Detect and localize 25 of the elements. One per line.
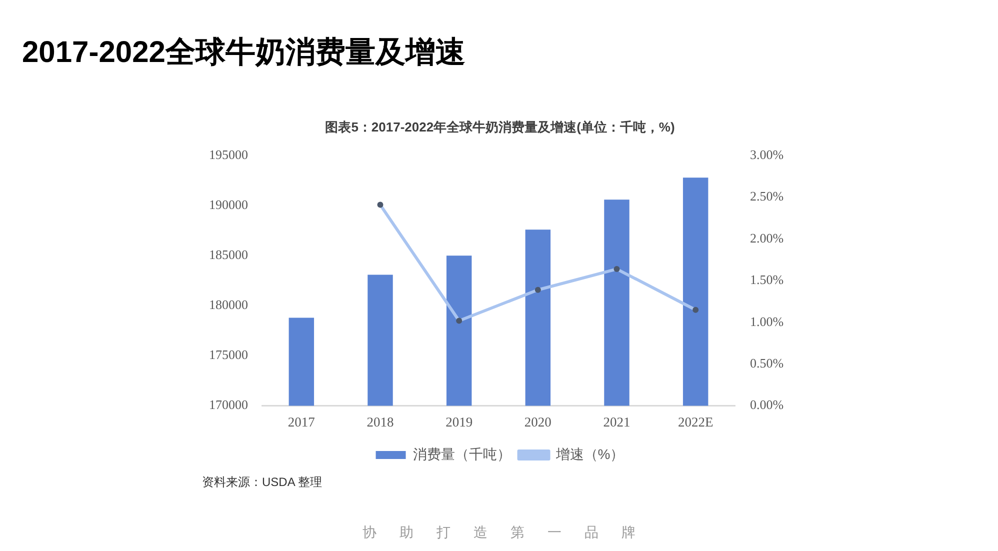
x-tick-label: 2020 <box>524 414 552 430</box>
x-tick-label: 2018 <box>366 414 394 430</box>
y-tick-label: 185000 <box>209 247 248 262</box>
y-tick-label: 170000 <box>209 397 248 412</box>
y2-tick-label: 1.50% <box>750 272 784 288</box>
legend-label: 增速（%） <box>554 446 624 462</box>
y2-tick-label: 0.00% <box>750 397 784 412</box>
text: 协助打造第一品牌 <box>362 524 660 542</box>
y2-tick-label: 1.00% <box>750 314 784 329</box>
y-tick-label: 195000 <box>209 147 248 162</box>
y-tick-label: 190000 <box>209 197 248 212</box>
text: 资料来源：USDA 整理 <box>202 474 322 491</box>
y-tick-label: 180000 <box>209 297 248 312</box>
y2-tick-label: 2.50% <box>750 188 784 204</box>
y2-tick-label: 0.50% <box>750 356 784 371</box>
x-tick-label: 2021 <box>603 414 630 430</box>
chart-title: 2017-2022全球牛奶消费量及增速 <box>22 35 466 71</box>
legend-label: 消费量（千吨） <box>412 446 511 462</box>
y-tick-label: 175000 <box>209 347 248 362</box>
y2-tick-label: 3.00% <box>750 147 784 162</box>
x-tick-label: 2019 <box>446 414 473 430</box>
y2-tick-label: 2.00% <box>750 230 784 246</box>
x-tick-label: 2022E <box>678 414 714 430</box>
x-tick-label: 2017 <box>288 414 316 430</box>
chart-subtitle: 图表5：2017-2022年全球牛奶消费量及增速(单位：千吨，%) <box>325 119 675 134</box>
